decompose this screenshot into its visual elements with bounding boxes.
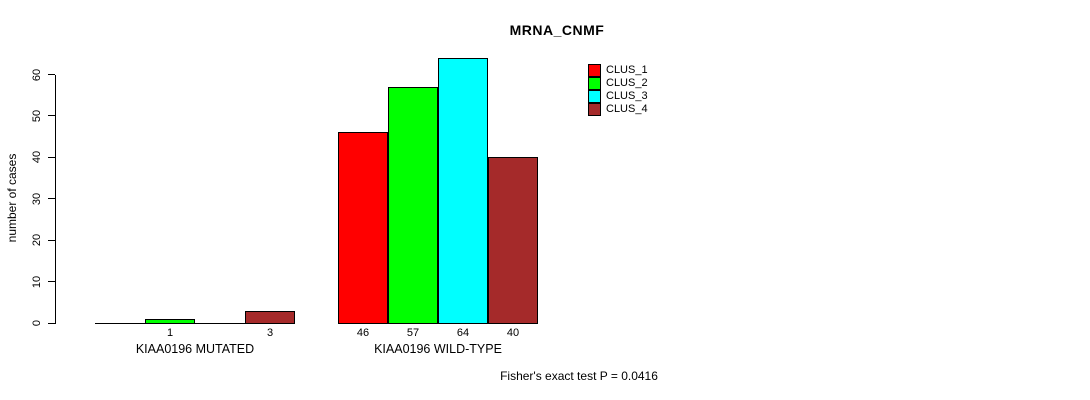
y-tick-label: 0 [31, 319, 43, 327]
legend-swatch-clus_2 [588, 76, 601, 90]
bar-clus_1 [338, 132, 388, 324]
bar-value-label: 46 [356, 327, 370, 339]
legend-swatch-clus_3 [588, 89, 601, 103]
x-group-label: KIAA0196 MUTATED [135, 342, 255, 356]
legend-item-clus_4: CLUS_4 [588, 102, 648, 116]
bar-value-label: 1 [166, 327, 174, 339]
legend-swatch-clus_4 [588, 102, 601, 116]
y-tick [48, 156, 55, 158]
legend-item-clus_2: CLUS_2 [588, 76, 648, 90]
y-tick [48, 281, 55, 283]
bar-value-label: 40 [506, 327, 520, 339]
y-tick-label: 60 [31, 68, 43, 81]
legend-item-clus_1: CLUS_1 [588, 63, 648, 77]
y-axis-label: number of cases [5, 153, 19, 243]
y-tick-label: 10 [31, 275, 43, 288]
legend-label: CLUS_3 [606, 90, 648, 102]
bar-value-label: 3 [266, 327, 274, 339]
legend-swatch-clus_1 [588, 63, 601, 77]
bar-clus_2 [145, 318, 195, 324]
bar-clus_2 [388, 86, 438, 324]
group-baseline [95, 323, 295, 324]
y-tick [48, 115, 55, 117]
y-tick-label: 30 [31, 192, 43, 205]
y-tick [48, 198, 55, 200]
legend: CLUS_1 CLUS_2 CLUS_3 CLUS_4 [588, 63, 648, 116]
y-tick-label: 50 [31, 109, 43, 123]
legend-item-clus_3: CLUS_3 [588, 89, 648, 103]
bar-value-label: 57 [406, 327, 420, 339]
chart-title: MRNA_CNMF [509, 22, 605, 38]
footnote-text: Fisher's exact test P = 0.0416 [500, 369, 658, 383]
bar-clus_4 [245, 310, 295, 324]
y-axis [55, 74, 56, 324]
legend-label: CLUS_2 [606, 77, 648, 89]
bar-clus_4 [488, 157, 538, 324]
y-tick-label: 20 [31, 234, 43, 247]
y-tick [48, 322, 55, 324]
bar-clus_3 [438, 57, 488, 324]
y-tick [48, 239, 55, 241]
x-group-label: KIAA0196 WILD-TYPE [374, 342, 502, 356]
legend-label: CLUS_1 [606, 64, 648, 76]
y-tick-label: 40 [31, 151, 43, 164]
bar-value-label: 64 [456, 327, 470, 339]
y-tick [48, 74, 55, 75]
legend-label: CLUS_4 [606, 103, 648, 115]
